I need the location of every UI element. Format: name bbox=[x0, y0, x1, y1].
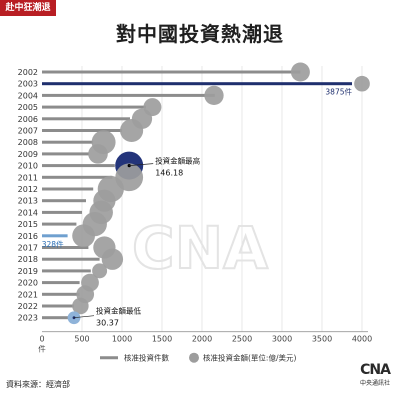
bubble bbox=[92, 263, 108, 279]
annotation-max-count: 3875件 bbox=[325, 87, 352, 97]
annotation-leader bbox=[129, 163, 154, 166]
bar bbox=[42, 222, 77, 226]
y-tick-label: 2022 bbox=[18, 302, 38, 311]
bar bbox=[42, 316, 69, 320]
y-tick-label: 2002 bbox=[18, 68, 38, 77]
bar bbox=[42, 234, 68, 238]
annotation-max-value: 146.18 bbox=[155, 169, 183, 178]
bar bbox=[42, 129, 122, 132]
x-tick-label: 500 bbox=[74, 335, 89, 344]
watermark: CNA bbox=[132, 214, 268, 282]
bar bbox=[42, 187, 94, 191]
annotation-max-label: 投資金額最高 bbox=[155, 156, 200, 166]
y-tick-label: 2005 bbox=[18, 103, 38, 112]
page-title: 對中國投資熱潮退 bbox=[116, 22, 284, 46]
bubble bbox=[72, 224, 95, 248]
x-tick-label: 2000 bbox=[192, 335, 212, 344]
bar bbox=[42, 152, 90, 156]
x-tick-label: 0 bbox=[39, 335, 44, 344]
logo-name: 中央通訊社 bbox=[359, 380, 390, 387]
bar bbox=[42, 164, 115, 168]
y-tick-label: 2006 bbox=[18, 115, 38, 124]
y-tick-label: 2013 bbox=[18, 197, 38, 206]
y-tick-label: 2017 bbox=[18, 244, 38, 253]
topic-tag: 赴中狂潮退 bbox=[0, 0, 56, 16]
bubble bbox=[120, 118, 144, 143]
y-tick-label: 2011 bbox=[18, 173, 38, 182]
bar bbox=[42, 210, 82, 214]
bar bbox=[42, 292, 80, 296]
bar bbox=[42, 140, 94, 144]
y-tick-label: 2016 bbox=[18, 232, 38, 241]
annotation-leader bbox=[73, 315, 95, 319]
bar bbox=[42, 175, 113, 179]
bar bbox=[42, 246, 89, 249]
logo-mark: CNA bbox=[360, 362, 391, 378]
bubble bbox=[88, 144, 108, 164]
bar bbox=[42, 257, 100, 261]
x-tick-label: 3500 bbox=[312, 335, 332, 344]
bubble bbox=[354, 75, 370, 92]
x-tick-label: 1500 bbox=[152, 335, 172, 344]
x-tick-label: 2500 bbox=[232, 335, 252, 344]
y-tick-label: 2009 bbox=[18, 150, 38, 159]
bubble bbox=[204, 85, 224, 106]
y-tick-label: 2012 bbox=[18, 185, 38, 194]
y-tick-label: 2021 bbox=[18, 290, 38, 299]
y-tick-label: 2019 bbox=[18, 267, 38, 276]
y-tick-label: 2007 bbox=[18, 127, 38, 136]
y-tick-label: 2010 bbox=[18, 162, 38, 171]
bar bbox=[42, 70, 301, 74]
y-tick-label: 2004 bbox=[18, 91, 38, 100]
annotation-min-value: 30.37 bbox=[96, 319, 119, 328]
bar bbox=[42, 281, 80, 285]
cna-logo: CNA 中央通訊社 bbox=[353, 362, 397, 398]
x-tick-label: 4000 bbox=[352, 335, 372, 344]
bar bbox=[42, 82, 352, 86]
bar bbox=[42, 117, 130, 121]
bar bbox=[42, 105, 146, 109]
bar bbox=[42, 93, 215, 97]
bar bbox=[42, 199, 86, 203]
bar bbox=[42, 269, 91, 273]
x-axis-unit: 件 bbox=[38, 344, 46, 354]
bar bbox=[42, 304, 74, 308]
annotation-min-label: 投資金額最低 bbox=[96, 306, 141, 316]
x-tick-label: 3000 bbox=[272, 335, 292, 344]
y-tick-label: 2023 bbox=[18, 314, 38, 323]
x-tick-label: 1000 bbox=[112, 335, 132, 344]
y-tick-label: 2020 bbox=[18, 279, 38, 288]
legend-label-amount: 核准投資金額(單位:億/美元) bbox=[203, 353, 296, 363]
bubble bbox=[290, 62, 310, 82]
y-tick-label: 2018 bbox=[18, 255, 38, 264]
y-tick-label: 2015 bbox=[18, 220, 38, 229]
legend-bubble-swatch bbox=[189, 352, 199, 363]
legend-label-count: 核准投資件數 bbox=[124, 353, 169, 363]
annotation-min-count: 328件 bbox=[42, 239, 64, 249]
y-tick-label: 2008 bbox=[18, 138, 38, 147]
bubble bbox=[72, 297, 89, 315]
source-note: 資料來源：經濟部 bbox=[6, 380, 70, 389]
y-tick-label: 2014 bbox=[18, 208, 38, 217]
bubble bbox=[101, 248, 124, 270]
y-tick-label: 2003 bbox=[18, 80, 38, 89]
